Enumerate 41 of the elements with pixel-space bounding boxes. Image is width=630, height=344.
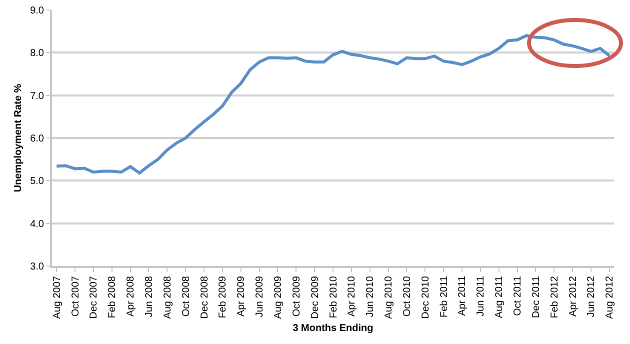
x-tick-label: Aug 2012 [604, 276, 616, 319]
x-tick-label: Jun 2011 [476, 276, 487, 316]
x-tick-label: Apr 2008 [126, 276, 137, 317]
x-tick-label: Oct 2009 [291, 276, 302, 317]
x-tick-label: Feb 2008 [107, 276, 118, 318]
x-tick-label: Dec 2010 [420, 276, 432, 319]
x-tick-label: Aug 2008 [162, 276, 174, 319]
y-tick-label: 6.0 [30, 134, 44, 144]
x-tick-label: Oct 2010 [402, 276, 413, 317]
y-tick-label: 3.0 [30, 262, 44, 272]
y-tick-label: 9.0 [30, 6, 44, 16]
x-tick-label: Aug 2010 [384, 276, 395, 319]
x-tick-label: Apr 2010 [346, 276, 358, 317]
x-tick-label: Aug 2007 [52, 276, 63, 319]
x-tick-label: Jun 2012 [586, 276, 598, 318]
x-tick-label: Dec 2007 [88, 276, 100, 319]
x-tick-label: Apr 2009 [236, 276, 248, 317]
x-tick-label: Oct 2011 [512, 276, 524, 316]
y-tick-label: 5.0 [30, 176, 44, 188]
x-tick-label: Aug 2011 [494, 276, 506, 318]
x-tick-label: Feb 2009 [218, 276, 229, 318]
x-tick-label: Jun 2008 [144, 276, 155, 318]
x-axis-title: 3 Months Ending [292, 322, 374, 334]
x-tick-label: Dec 2009 [310, 276, 321, 319]
x-tick-label: Jun 2009 [254, 276, 266, 318]
line-series [55, 34, 611, 174]
x-tick-label: Apr 2012 [568, 276, 579, 317]
x-tick-label: Dec 2008 [199, 276, 210, 319]
x-tick-label: Feb 2011 [438, 276, 450, 318]
x-tick-label: Oct 2008 [180, 276, 192, 317]
x-tick-label: Apr 2011 [457, 276, 468, 316]
x-tick-label: Dec 2011 [530, 276, 542, 318]
x-tick-label: Oct 2007 [70, 276, 82, 317]
x-tick-label: Jun 2010 [365, 276, 376, 318]
x-tick-label: Feb 2010 [328, 276, 340, 318]
x-tick-label: Aug 2009 [272, 276, 284, 319]
y-tick-label: 8.0 [30, 48, 44, 60]
x-tick-label: Feb 2012 [549, 276, 560, 318]
y-tick-label: 7.0 [30, 90, 44, 102]
y-tick-label: 4.0 [30, 218, 44, 230]
y-axis-title: Unemployment Rate % [13, 84, 24, 192]
